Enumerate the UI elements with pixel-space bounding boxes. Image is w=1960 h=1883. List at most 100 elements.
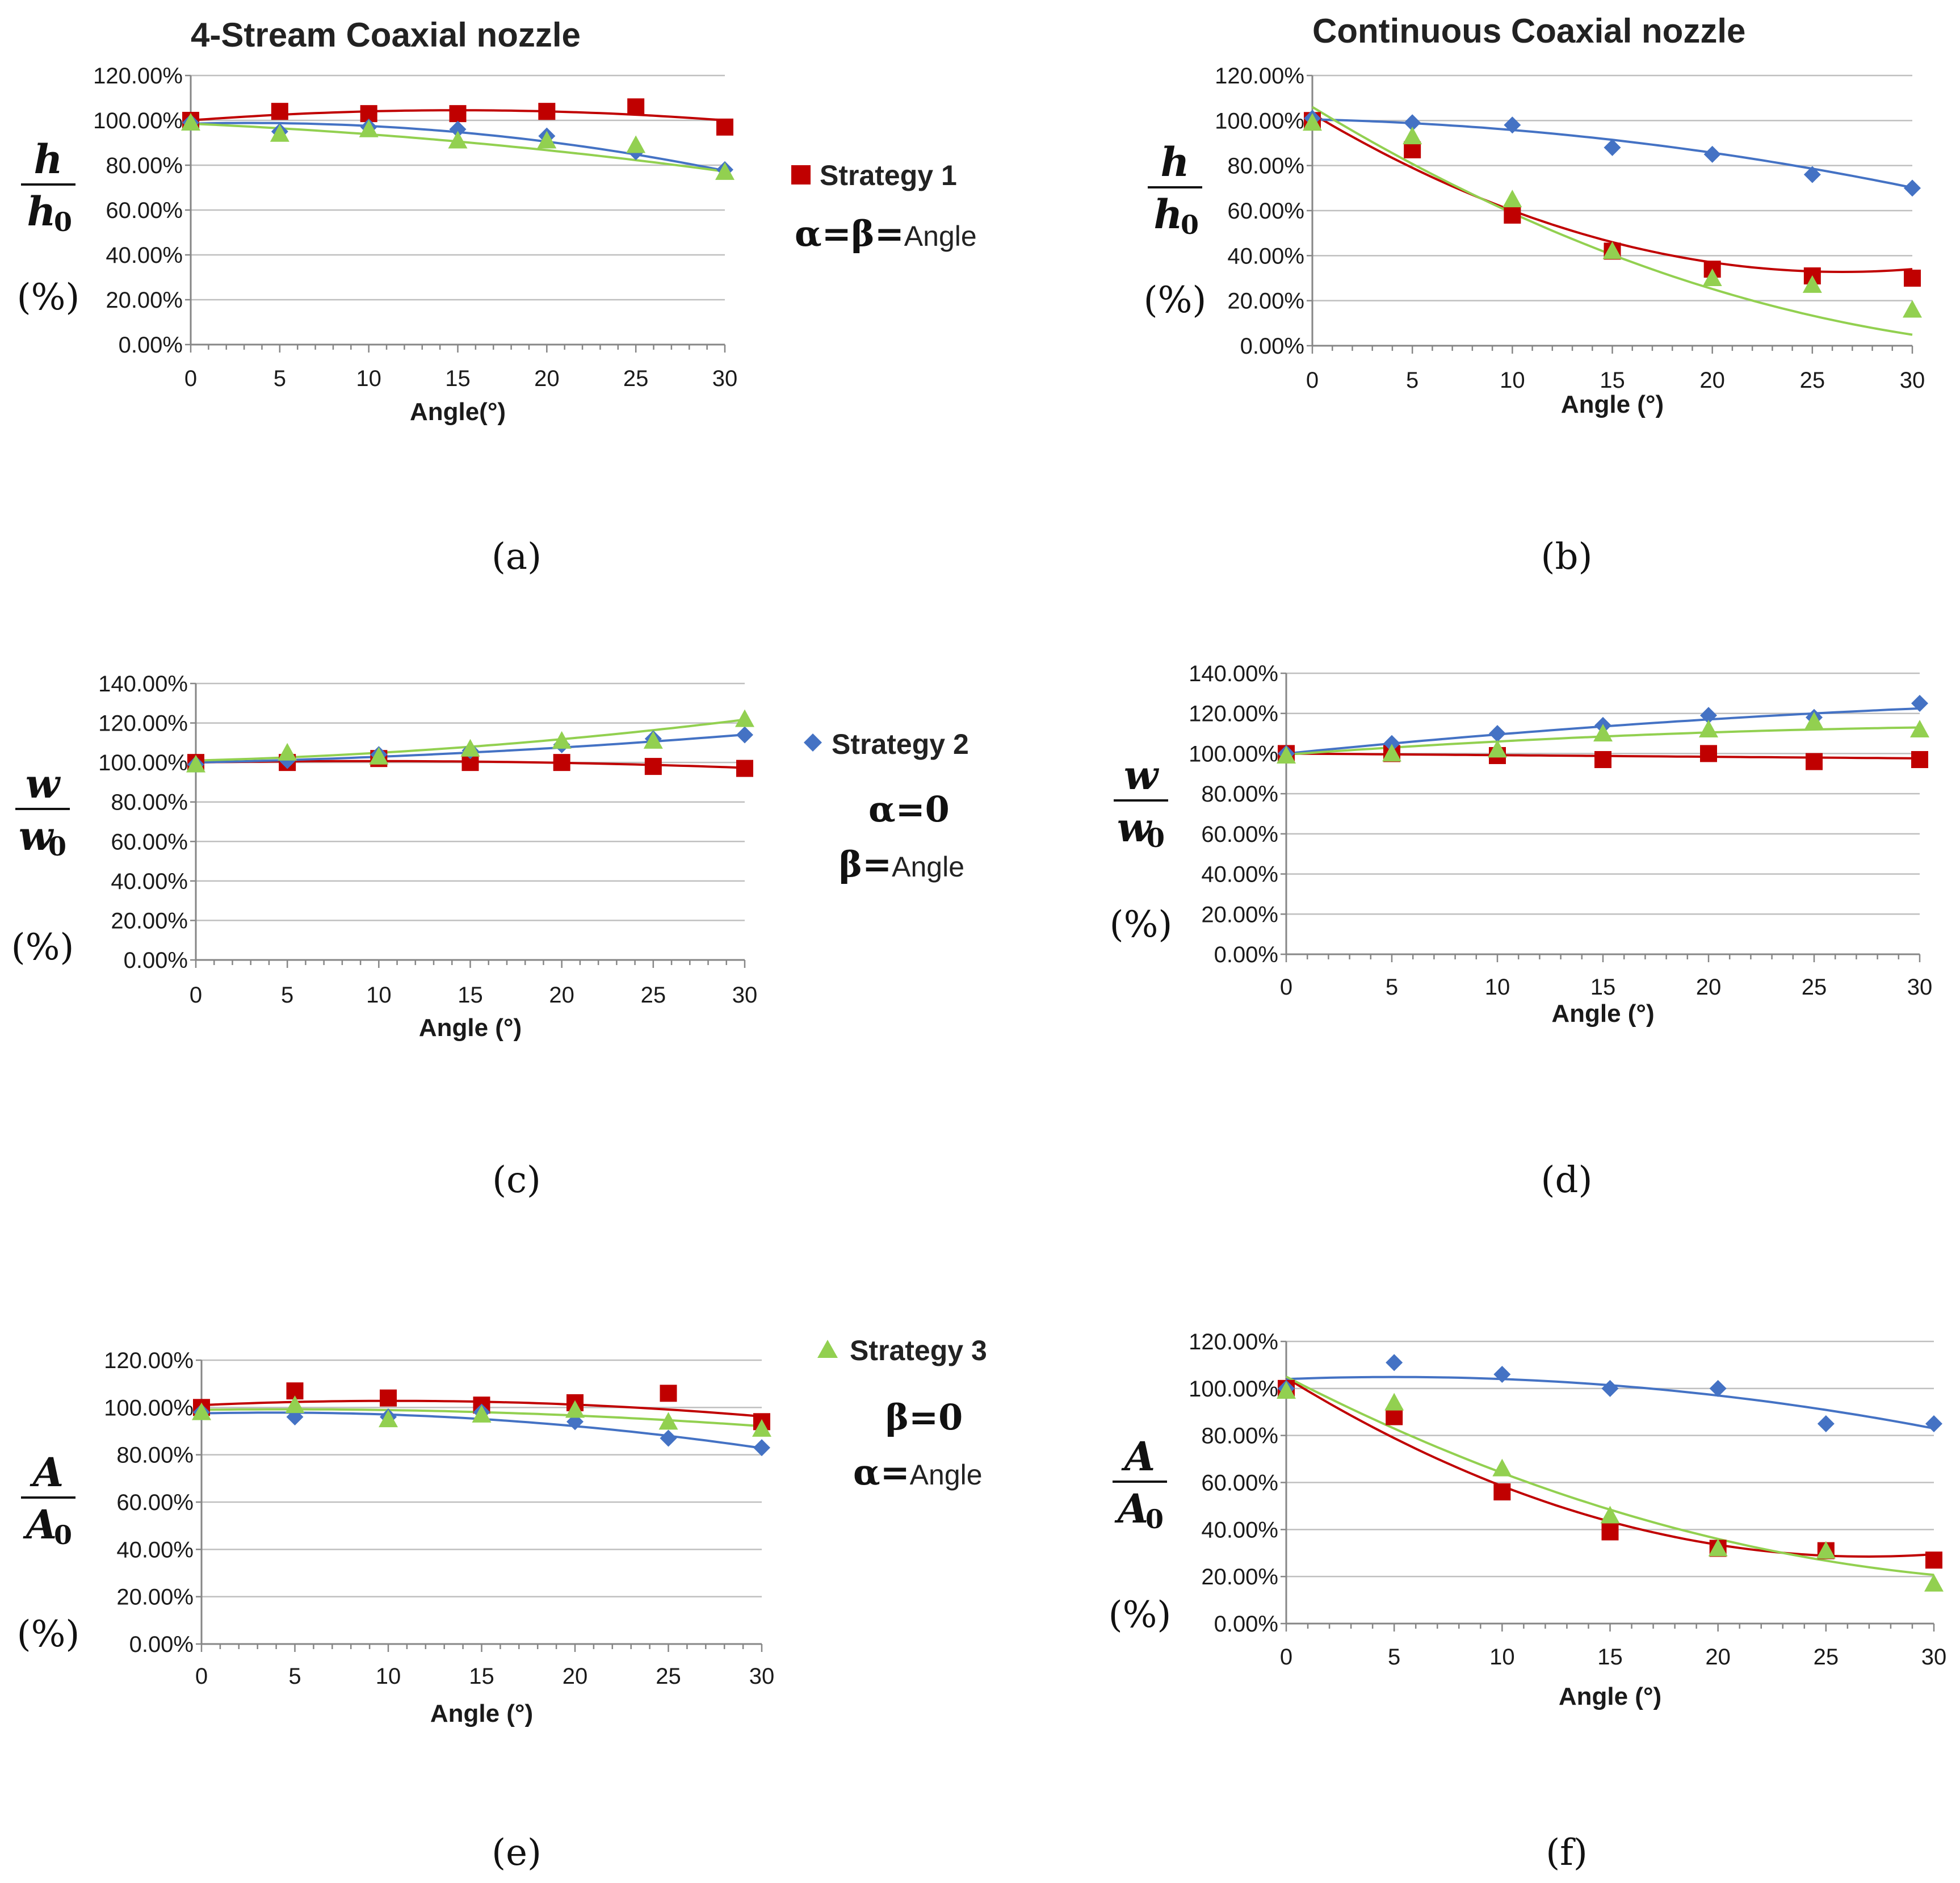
x-ticks: [195, 960, 746, 968]
y-tick-label: 60.00%: [111, 829, 188, 854]
x-tick-label: 30: [1907, 975, 1933, 1000]
data-point: [270, 124, 289, 142]
series-markers-strategy-3: [181, 112, 735, 180]
chart-panel-c: 0.00% 20.00% 40.00% 60.00% 80.00% 100.00% 120.…: [11, 672, 758, 1201]
y-label-unit: (%): [1110, 904, 1173, 946]
chart-title: 4-Stream Coaxial nozzle: [191, 16, 581, 54]
legend-condition-strategy-3-line1: β=0: [885, 1396, 963, 1438]
x-tick-label: 10: [376, 1664, 401, 1689]
data-point: [1924, 1574, 1944, 1592]
x-axis-title: Angle (°): [1559, 1683, 1661, 1710]
data-point: [1403, 127, 1422, 145]
data-point: [538, 103, 556, 120]
y-tick-label: 80.00%: [1201, 782, 1278, 807]
data-point: [1382, 744, 1401, 762]
y-tick-label: 40.00%: [1227, 244, 1304, 269]
x-tick-label: 20: [563, 1664, 588, 1689]
y-label-denominator: w: [19, 812, 54, 859]
x-axis-title: Angle (°): [1551, 1000, 1654, 1028]
chart-panel-f: 0.00% 20.00% 40.00% 60.00% 80.00% 100.00% 120.…: [1109, 1330, 1947, 1874]
y-axis-title: hh0(%): [1144, 139, 1207, 321]
charts-layer: 4-Stream Coaxial nozzle 0.00% 20.00% 40.00%…: [11, 12, 1947, 1874]
data-point: [278, 743, 297, 761]
panel-caption: (f): [1546, 1832, 1588, 1874]
y-tick-label: 0.00%: [129, 1632, 194, 1657]
x-axis-title: Angle (°): [419, 1014, 522, 1042]
x-tick-label: 0: [1280, 975, 1292, 1000]
y-tick-label: 100.00%: [104, 1395, 194, 1420]
y-tick-label: 0.00%: [1214, 942, 1278, 967]
y-tick-label: 40.00%: [111, 869, 188, 894]
y-label-denominator: w: [1117, 804, 1153, 851]
x-tick-label: 0: [184, 366, 197, 391]
x-tick-label: 5: [1386, 975, 1398, 1000]
x-tick-label: 10: [366, 983, 392, 1008]
y-label-unit: (%): [1109, 1594, 1172, 1636]
data-point: [1489, 725, 1506, 743]
y-tick-label: 60.00%: [106, 198, 183, 223]
data-point: [1386, 1354, 1403, 1372]
data-point: [627, 98, 645, 116]
data-point: [736, 726, 753, 744]
data-point: [1700, 707, 1717, 724]
y-tick-label: 20.00%: [116, 1585, 194, 1610]
y-tick-label: 120.00%: [93, 64, 183, 89]
data-point: [752, 1419, 771, 1437]
data-point: [1806, 753, 1823, 770]
data-point: [1504, 206, 1521, 224]
series-markers-strategy-3: [1277, 711, 1929, 764]
y-label-denominator: h: [27, 188, 56, 235]
series-markers-strategy-3: [186, 709, 754, 773]
data-point: [472, 1404, 492, 1423]
data-point: [369, 747, 389, 765]
legend-condition-strategy-2-line2: β=Angle: [839, 844, 964, 885]
x-tick-label: 25: [1802, 975, 1827, 1000]
legend-condition-text: Angle: [892, 851, 964, 883]
y-tick-label: 0.00%: [119, 333, 183, 358]
data-point: [1593, 724, 1613, 742]
legend-strategy-3: Strategy 3 β=0 α=Angle: [817, 1335, 987, 1493]
data-point: [643, 731, 663, 749]
y-tick-label: 0.00%: [1240, 334, 1304, 359]
x-tick-label: 20: [1696, 975, 1722, 1000]
panel-caption: (c): [492, 1159, 541, 1201]
x-tick-label: 20: [1699, 368, 1725, 393]
chart-panel-d: 0.00% 20.00% 40.00% 60.00% 80.00% 100.00% 120.…: [1110, 661, 1933, 1201]
y-tick-label: 120.00%: [104, 1348, 194, 1373]
x-ticks: [1285, 1624, 1935, 1632]
panel-caption: (a): [492, 536, 542, 578]
y-axis-title: AA0(%): [17, 1449, 80, 1655]
y-tick-label: 80.00%: [116, 1443, 194, 1468]
legend-marker-strategy-2: [804, 733, 822, 752]
legend-label-strategy-3: Strategy 3: [850, 1335, 987, 1366]
y-axis-title: AA0(%): [1109, 1433, 1172, 1636]
data-point: [1816, 1541, 1836, 1559]
y-tick-label: 40.00%: [116, 1537, 194, 1562]
y-tick-label: 120.00%: [98, 711, 188, 736]
x-axis-title: Angle (°): [430, 1700, 533, 1727]
y-label-denominator: A: [1114, 1485, 1148, 1532]
data-point: [1502, 190, 1522, 208]
data-point: [1699, 720, 1718, 737]
x-tick-label: 25: [1814, 1645, 1839, 1670]
data-point: [716, 118, 733, 136]
x-tick-label: 20: [534, 366, 560, 391]
data-point: [553, 754, 570, 771]
data-point: [1386, 1408, 1403, 1425]
data-point: [192, 1402, 211, 1420]
y-tick-label: 0.00%: [124, 948, 188, 973]
y-tick-label: 120.00%: [1215, 64, 1304, 89]
panel-caption: (d): [1541, 1159, 1593, 1201]
data-point: [1493, 1483, 1511, 1501]
x-tick-label: 25: [641, 983, 666, 1008]
series-markers-strategy-2: [1304, 110, 1921, 197]
legend-condition-text: Angle: [904, 220, 977, 252]
y-tick-label: 20.00%: [111, 908, 188, 933]
series-markers-strategy-3: [192, 1395, 771, 1437]
x-ticks: [200, 1644, 763, 1652]
data-point: [1604, 139, 1621, 156]
data-point: [285, 1395, 305, 1414]
data-point: [448, 131, 468, 149]
x-tick-label: 0: [1280, 1645, 1292, 1670]
x-tick-label: 5: [281, 983, 293, 1008]
